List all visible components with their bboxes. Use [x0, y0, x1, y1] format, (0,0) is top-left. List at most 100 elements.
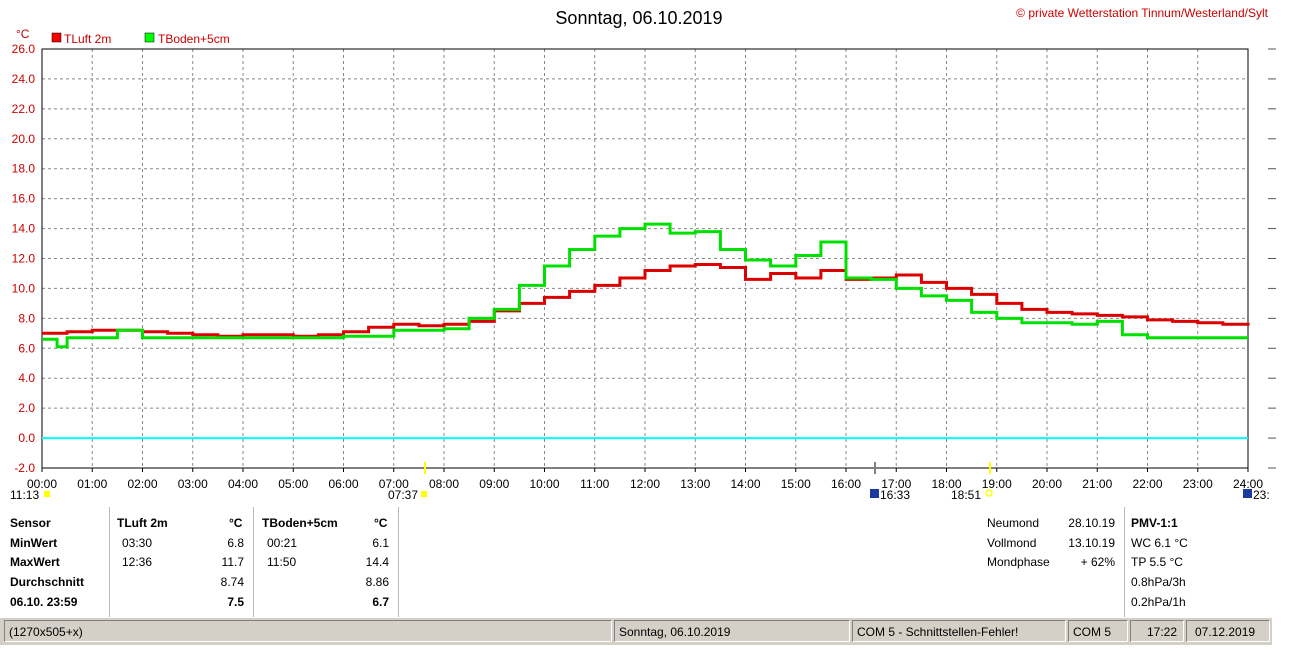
x-tick-label: 21:00 [1082, 477, 1112, 491]
x-axis: 00:00 01:00 02:00 03:00 04:00 05:00 06:00 07:00… [27, 468, 1263, 491]
pmv-line-pressure-1h: 0.2hPa/1h [1131, 595, 1186, 609]
pmv-line-pressure-3h: 0.8hPa/3h [1131, 575, 1186, 589]
y-tick-label: 26.0 [12, 42, 36, 56]
row-label-max: MaxWert [10, 555, 60, 569]
header-sensor: Sensor [10, 516, 51, 530]
statistics-panel: Sensor TLuft 2m °C TBoden+5cm °C MinWert… [0, 505, 1270, 617]
status-today: 07.12.2019 [1186, 620, 1270, 642]
x-tick-label: 07:00 [379, 477, 409, 491]
row-time-1-min: 03:30 [122, 536, 153, 550]
legend-label-tluft: TLuft 2m [64, 32, 111, 46]
right-scale-marks [1268, 48, 1276, 469]
copyright-text: © private Wetterstation Tinnum/Westerlan… [1016, 6, 1269, 20]
header-sensor-1: TLuft 2m [117, 516, 168, 530]
grid-lines [42, 49, 1248, 468]
row-value-2-min: 6.1 [372, 536, 389, 550]
x-tick-label: 13:00 [680, 477, 710, 491]
sunset-label: 18:51 [951, 488, 981, 502]
row-value-1-min: 6.8 [227, 536, 244, 550]
x-tick-label: 14:00 [730, 477, 760, 491]
x-tick-label: 20:00 [1032, 477, 1062, 491]
y-tick-label: 2.0 [18, 401, 35, 415]
x-tick-label: 16:00 [831, 477, 861, 491]
x-tick-label: 22:00 [1132, 477, 1162, 491]
status-error: COM 5 - Schnittstellen-Fehler! [852, 620, 1066, 642]
header-unit-2: °C [374, 516, 388, 530]
divider [253, 507, 254, 617]
pmv-line-tp: TP 5.5 °C [1131, 555, 1183, 569]
row-value-1-max: 11.7 [221, 555, 244, 569]
x-tick-label: 03:00 [178, 477, 208, 491]
x-tick-label: 17:00 [881, 477, 911, 491]
x-tick-label: 19:00 [982, 477, 1012, 491]
row-value-2-current: 6.7 [372, 595, 389, 609]
status-date: Sonntag, 06.10.2019 [614, 620, 850, 642]
row-value-2-max: 14.4 [365, 555, 389, 569]
x-tick-label: 23:00 [1183, 477, 1213, 491]
row-time-1-max: 12:36 [122, 555, 153, 569]
status-time: 17:22 [1130, 620, 1184, 642]
row-value-1-current: 7.5 [227, 595, 244, 609]
x-tick-label: 05:00 [278, 477, 308, 491]
moon-value-full: 13.10.19 [1068, 536, 1115, 550]
left-time-label: 11:13 [10, 488, 39, 502]
row-label-avg: Durchschnitt [10, 575, 85, 589]
moon-icon [870, 489, 879, 498]
status-port: COM 5 [1068, 620, 1128, 642]
series-lines [42, 222, 1250, 349]
row-value-1-avg: 8.74 [220, 575, 244, 589]
y-unit-label: °C [16, 27, 30, 41]
y-tick-label: 12.0 [12, 252, 36, 266]
sunrise-label: 07:37 [388, 488, 418, 502]
chart-title: Sonntag, 06.10.2019 [555, 8, 722, 28]
sun-icon [44, 491, 50, 497]
legend-swatch-tboden [144, 32, 155, 43]
series-line-1 [42, 222, 1248, 349]
header-sensor-2: TBoden+5cm [262, 516, 338, 530]
x-tick-label: 09:00 [479, 477, 509, 491]
x-tick-label: 12:00 [630, 477, 660, 491]
y-tick-label: 22.0 [12, 102, 36, 116]
sunrise-icon [421, 491, 427, 497]
right-time-label: 23: [1253, 488, 1270, 502]
row-label-min: MinWert [10, 536, 58, 550]
pmv-line-wc: WC 6.1 °C [1131, 536, 1188, 550]
x-tick-label: 15:00 [781, 477, 811, 491]
y-tick-label: 10.0 [12, 281, 36, 295]
y-tick-label: 6.0 [18, 341, 35, 355]
y-tick-label: 16.0 [12, 192, 36, 206]
x-tick-label: 10:00 [529, 477, 559, 491]
row-label-current: 06.10. 23:59 [10, 595, 78, 609]
sunset-icon [985, 489, 993, 497]
y-tick-label: 0.0 [18, 431, 35, 445]
x-tick-label: 06:00 [328, 477, 358, 491]
header-unit-1: °C [229, 516, 243, 530]
moon-icon-right [1243, 489, 1252, 498]
x-tick-label: 01:00 [77, 477, 107, 491]
moon-value-new: 28.10.19 [1068, 516, 1115, 530]
divider [109, 507, 110, 617]
moon-label-full: Vollmond [987, 536, 1037, 550]
y-tick-label: 20.0 [12, 132, 36, 146]
y-tick-label: 8.0 [18, 311, 35, 325]
moon-label-phase: Mondphase [987, 555, 1050, 569]
x-tick-label: 04:00 [228, 477, 258, 491]
x-tick-label: 24:00 [1233, 477, 1263, 491]
y-tick-label: 14.0 [12, 222, 36, 236]
status-size: (1270x505+x) [4, 620, 612, 642]
y-tick-label: 4.0 [18, 371, 35, 385]
pmv-title: PMV-1:1 [1131, 516, 1178, 530]
x-tick-label: 00:00 [27, 477, 57, 491]
series-line-0 [42, 263, 1250, 338]
moon-value-phase: + 62% [1080, 555, 1115, 569]
row-time-2-min: 00:21 [267, 536, 298, 550]
x-tick-label: 08:00 [429, 477, 459, 491]
moonset-label: 16:33 [880, 488, 910, 502]
y-axis: 26.0 24.0 22.0 20.0 18.0 16.0 14.0 12.0 10.0 8.0 6… [12, 42, 36, 475]
divider [398, 507, 399, 617]
x-tick-label: 11:00 [580, 477, 609, 491]
moon-label-new: Neumond [987, 516, 1040, 530]
row-time-2-max: 11:50 [267, 555, 297, 569]
y-tick-label: -2.0 [14, 461, 35, 475]
